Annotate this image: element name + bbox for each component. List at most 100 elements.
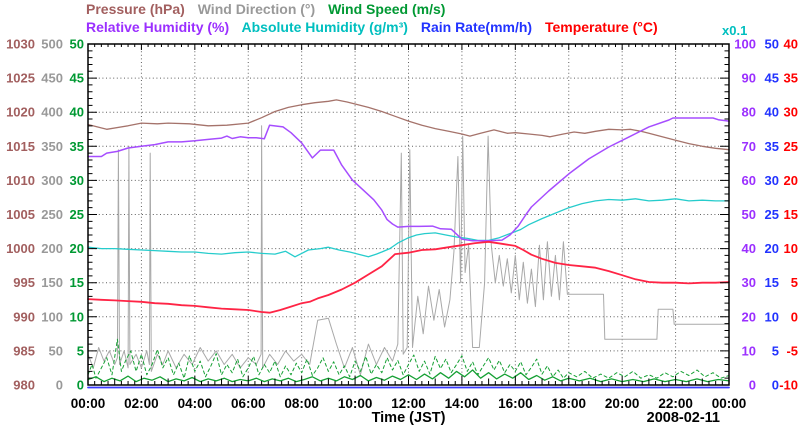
xtick-label: 18:00 bbox=[551, 396, 586, 411]
ytick-pressure: 980 bbox=[13, 378, 35, 393]
legend-wind-speed: Wind Speed (m/s) bbox=[328, 1, 446, 17]
ytick-pressure: 985 bbox=[13, 343, 35, 358]
xtick-label: 00:00 bbox=[712, 396, 747, 411]
ytick-wind_direction: 100 bbox=[41, 309, 63, 324]
ytick-pressure: 1010 bbox=[6, 173, 35, 188]
ytick-temperature: 15 bbox=[784, 207, 798, 222]
ytick-wind_speed: 35 bbox=[70, 139, 84, 154]
xtick-label: 12:00 bbox=[391, 396, 426, 411]
ytick-rain_rate: 40 bbox=[765, 105, 779, 120]
ytick-wind_direction: 250 bbox=[41, 207, 63, 222]
ytick-temperature: 25 bbox=[784, 139, 798, 154]
ytick-relative_humidity: 80 bbox=[742, 105, 756, 120]
date-label: 2008-02-11 bbox=[646, 410, 720, 426]
xtick-label: 22:00 bbox=[658, 396, 693, 411]
ytick-temperature: -10 bbox=[779, 378, 798, 393]
ytick-pressure: 1000 bbox=[6, 241, 35, 256]
x-axis-title: Time (JST) bbox=[371, 410, 446, 426]
xtick-label: 20:00 bbox=[605, 396, 640, 411]
ytick-pressure: 1005 bbox=[6, 207, 35, 222]
ytick-relative_humidity: 70 bbox=[742, 139, 756, 154]
legend-row-2: Relative Humidity (%) Absolute Humidity … bbox=[86, 19, 667, 35]
ytick-rain_rate: 5 bbox=[772, 343, 779, 358]
ytick-wind_speed: 25 bbox=[70, 207, 84, 222]
ytick-rain_rate: 50 bbox=[765, 37, 779, 52]
ytick-temperature: 5 bbox=[791, 275, 798, 290]
ytick-temperature: 20 bbox=[784, 173, 798, 188]
xtick-label: 16:00 bbox=[498, 396, 533, 411]
ytick-temperature: -5 bbox=[786, 343, 798, 358]
ytick-temperature: 0 bbox=[791, 309, 798, 324]
ytick-wind_speed: 45 bbox=[70, 71, 84, 86]
ytick-wind_speed: 5 bbox=[77, 343, 84, 358]
ytick-wind_direction: 450 bbox=[41, 71, 63, 86]
ytick-temperature: 35 bbox=[784, 71, 798, 86]
ytick-wind_direction: 0 bbox=[56, 378, 63, 393]
legend-absolute-humidity: Absolute Humidity (g/m³) bbox=[241, 19, 408, 35]
series-wind_direction bbox=[87, 125, 730, 376]
ytick-rain_rate: 30 bbox=[765, 173, 779, 188]
ytick-rain_rate: 35 bbox=[765, 139, 779, 154]
series-temperature bbox=[87, 240, 730, 314]
ytick-wind_direction: 500 bbox=[41, 37, 63, 52]
axis-ticks bbox=[87, 43, 730, 386]
legend-temperature: Temperature (°C) bbox=[544, 19, 658, 35]
series-absolute_humidity bbox=[87, 198, 730, 258]
ytick-temperature: 40 bbox=[784, 37, 798, 52]
ytick-wind_speed: 30 bbox=[70, 173, 84, 188]
legend-rain-rate: Rain Rate(mm/h) bbox=[420, 19, 533, 35]
ytick-wind_speed: 40 bbox=[70, 105, 84, 120]
series-pressure bbox=[87, 99, 730, 151]
ytick-rain_rate: 15 bbox=[765, 275, 779, 290]
ytick-relative_humidity: 90 bbox=[742, 71, 756, 86]
ytick-relative_humidity: 30 bbox=[742, 275, 756, 290]
legend-wind-direction: Wind Direction (°) bbox=[197, 1, 316, 17]
ytick-wind_speed: 0 bbox=[77, 378, 84, 393]
ytick-relative_humidity: 40 bbox=[742, 241, 756, 256]
ytick-wind_speed: 50 bbox=[70, 37, 84, 52]
ytick-rain_rate: 20 bbox=[765, 241, 779, 256]
legend-relative-humidity: Relative Humidity (%) bbox=[86, 19, 230, 35]
ytick-pressure: 1025 bbox=[6, 71, 35, 86]
ytick-pressure: 990 bbox=[13, 309, 35, 324]
legend-row-1: Pressure (hPa) Wind Direction (°) Wind S… bbox=[86, 1, 454, 17]
ytick-rain_rate: 45 bbox=[765, 71, 779, 86]
ytick-temperature: 30 bbox=[784, 105, 798, 120]
ytick-relative_humidity: 10 bbox=[742, 343, 756, 358]
series-relative_humidity bbox=[87, 117, 730, 242]
ytick-rain_rate: 10 bbox=[765, 309, 779, 324]
ytick-rain_rate: 25 bbox=[765, 207, 779, 222]
ytick-wind_direction: 200 bbox=[41, 241, 63, 256]
series-wind_speed_gust bbox=[87, 338, 730, 379]
xtick-label: 08:00 bbox=[284, 396, 319, 411]
ytick-wind_direction: 150 bbox=[41, 275, 63, 290]
ytick-pressure: 1030 bbox=[6, 37, 35, 52]
xtick-label: 00:00 bbox=[71, 396, 106, 411]
ytick-relative_humidity: 0 bbox=[749, 378, 756, 393]
ytick-relative_humidity: 60 bbox=[742, 173, 756, 188]
ytick-relative_humidity: 50 bbox=[742, 207, 756, 222]
legend-pressure: Pressure (hPa) bbox=[86, 1, 185, 17]
xtick-label: 04:00 bbox=[178, 396, 213, 411]
ytick-wind_speed: 15 bbox=[70, 275, 84, 290]
ytick-pressure: 1015 bbox=[6, 139, 35, 154]
ytick-wind_direction: 300 bbox=[41, 173, 63, 188]
ytick-wind_direction: 400 bbox=[41, 105, 63, 120]
ytick-wind_speed: 10 bbox=[70, 309, 84, 324]
xtick-label: 02:00 bbox=[124, 396, 159, 411]
xtick-label: 06:00 bbox=[231, 396, 266, 411]
ytick-temperature: 10 bbox=[784, 241, 798, 256]
ytick-wind_direction: 350 bbox=[41, 139, 63, 154]
ytick-wind_direction: 50 bbox=[49, 343, 63, 358]
xtick-label: 14:00 bbox=[445, 396, 480, 411]
ytick-pressure: 995 bbox=[13, 275, 35, 290]
ytick-rain_rate: 0 bbox=[772, 378, 779, 393]
ytick-wind_speed: 20 bbox=[70, 241, 84, 256]
axis-multiplier-note: x0.1 bbox=[722, 23, 748, 38]
ytick-pressure: 1020 bbox=[6, 105, 35, 120]
ytick-relative_humidity: 100 bbox=[734, 37, 756, 52]
ytick-relative_humidity: 20 bbox=[742, 309, 756, 324]
xtick-label: 10:00 bbox=[338, 396, 373, 411]
